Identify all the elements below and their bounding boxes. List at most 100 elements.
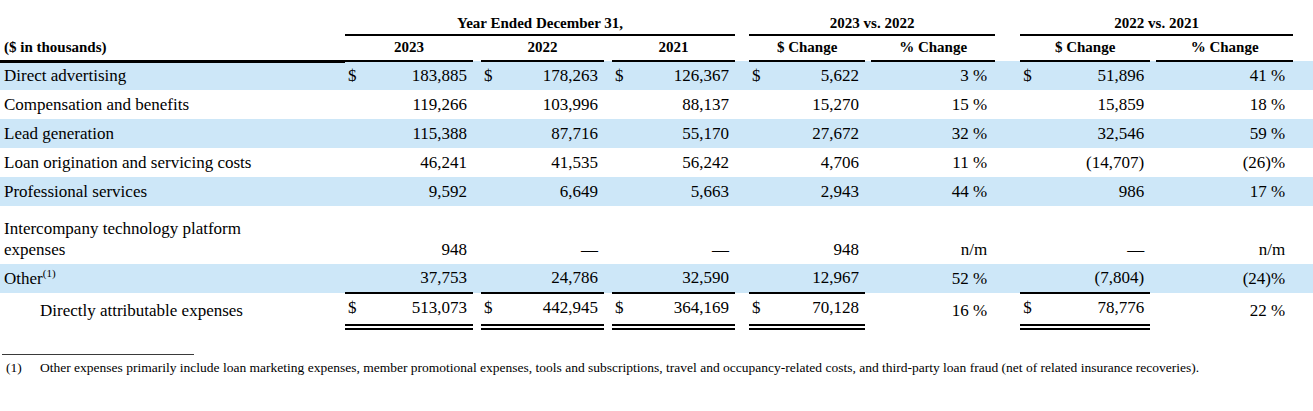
- spacer-cell: [604, 206, 612, 264]
- footnote: (1) Other expenses primarily include loa…: [0, 354, 1313, 377]
- percent-cell: n/m: [1156, 206, 1293, 264]
- spacer-cell: [1293, 148, 1313, 177]
- dollar-sign-cell: $: [612, 293, 632, 327]
- row-label: Other(1): [0, 264, 345, 293]
- value-cell: 986: [1040, 177, 1150, 206]
- row-label: Compensation and benefits: [0, 90, 345, 119]
- spacer-cell: [735, 90, 749, 119]
- spacer-cell: [1293, 61, 1313, 90]
- value-cell: 32,590: [632, 264, 735, 293]
- spacer-cell: [473, 206, 481, 264]
- footnote-divider: [2, 354, 194, 355]
- value-cell: (7,804): [1040, 264, 1150, 293]
- spacer-cell: [735, 293, 749, 327]
- spacer-cell: [1293, 293, 1313, 327]
- dollar-sign-cell: $: [481, 61, 501, 90]
- percent-cell: n/m: [871, 206, 995, 264]
- spacer-cell: [604, 90, 612, 119]
- dollar-sign-cell: [749, 264, 769, 293]
- row-label: Intercompany technology platform expense…: [0, 206, 345, 264]
- percent-cell: 15 %: [871, 90, 995, 119]
- value-cell: 183,885: [365, 61, 473, 90]
- value-cell: 88,137: [632, 90, 735, 119]
- dollar-sign-cell: $: [345, 61, 365, 90]
- dollar-sign-cell: [612, 119, 632, 148]
- spacer-cell: [995, 264, 1020, 293]
- value-cell: 364,169: [632, 293, 735, 327]
- dollar-sign-cell: [1020, 148, 1040, 177]
- value-cell: 103,996: [501, 90, 604, 119]
- value-cell: 6,649: [501, 177, 604, 206]
- dollar-sign-cell: $: [481, 293, 501, 327]
- footnote-text: Other expenses primarily include loan ma…: [40, 359, 1313, 377]
- percent-cell: 11 %: [871, 148, 995, 177]
- percent-cell: (26)%: [1156, 148, 1293, 177]
- spacer-cell: [995, 148, 1020, 177]
- table-row: Lead generation115,38887,71655,17027,672…: [0, 119, 1313, 148]
- percent-cell: 22 %: [1156, 293, 1293, 327]
- value-cell: 9,592: [365, 177, 473, 206]
- spacer-cell: [604, 293, 612, 327]
- value-cell: 41,535: [501, 148, 604, 177]
- table-row: Direct advertising$183,885$178,263$126,3…: [0, 61, 1313, 90]
- column-header-2022: 2022: [481, 35, 604, 61]
- dollar-sign-cell: [612, 90, 632, 119]
- percent-cell: 41 %: [1156, 61, 1293, 90]
- spacer-cell: [995, 119, 1020, 148]
- column-header-percent-change-2: % Change: [1156, 35, 1293, 61]
- group-header-2023-vs-2022: 2023 vs. 2022: [749, 12, 995, 35]
- value-cell: (14,707): [1040, 148, 1150, 177]
- dollar-sign-cell: [612, 148, 632, 177]
- value-cell: 442,945: [501, 293, 604, 327]
- dollar-sign-cell: [481, 90, 501, 119]
- dollar-sign-cell: [1020, 264, 1040, 293]
- value-cell: 70,128: [769, 293, 865, 327]
- dollar-sign-cell: [1020, 206, 1040, 264]
- spacer-cell: [735, 119, 749, 148]
- value-cell: 55,170: [632, 119, 735, 148]
- spacer-cell: [735, 177, 749, 206]
- table-row: Other(1)37,75324,78632,59012,96752 %(7,8…: [0, 264, 1313, 293]
- column-header-dollar-change-2: $ Change: [1020, 35, 1150, 61]
- dollar-sign-cell: [612, 264, 632, 293]
- percent-cell: 3 %: [871, 61, 995, 90]
- value-cell: 513,073: [365, 293, 473, 327]
- row-label: Directly attributable expenses: [0, 293, 345, 327]
- dollar-sign-cell: [481, 264, 501, 293]
- table-row: Loan origination and servicing costs46,2…: [0, 148, 1313, 177]
- spacer-cell: [604, 61, 612, 90]
- group-header-row: Year Ended December 31, 2023 vs. 2022 20…: [0, 12, 1313, 35]
- spacer-cell: [1293, 206, 1313, 264]
- dollar-sign-cell: [481, 119, 501, 148]
- percent-cell: 18 %: [1156, 90, 1293, 119]
- value-cell: 4,706: [769, 148, 865, 177]
- value-cell: 78,776: [1040, 293, 1150, 327]
- value-cell: 2,943: [769, 177, 865, 206]
- spacer-cell: [1293, 90, 1313, 119]
- percent-cell: 52 %: [871, 264, 995, 293]
- dollar-sign-cell: [612, 177, 632, 206]
- spacer-cell: [473, 61, 481, 90]
- spacer-cell: [1293, 119, 1313, 148]
- spacer-cell: [995, 61, 1020, 90]
- column-header-2021: 2021: [612, 35, 735, 61]
- spacer-cell: [735, 148, 749, 177]
- value-cell: 178,263: [501, 61, 604, 90]
- group-header-spacer: [0, 12, 345, 35]
- spacer-cell: [604, 119, 612, 148]
- value-cell: 37,753: [365, 264, 473, 293]
- table-row: Intercompany technology platform expense…: [0, 206, 1313, 264]
- spacer-cell: [735, 61, 749, 90]
- spacer-cell: [735, 206, 749, 264]
- value-cell: 126,367: [632, 61, 735, 90]
- spacer-cell: [473, 293, 481, 327]
- value-cell: 46,241: [365, 148, 473, 177]
- value-cell: 5,622: [769, 61, 865, 90]
- expenses-table: Year Ended December 31, 2023 vs. 2022 20…: [0, 12, 1313, 330]
- value-cell: 56,242: [632, 148, 735, 177]
- table-row: Professional services9,5926,6495,6632,94…: [0, 177, 1313, 206]
- value-cell: 5,663: [632, 177, 735, 206]
- spacer-cell: [473, 177, 481, 206]
- dollar-sign-cell: [749, 119, 769, 148]
- group-header-2022-vs-2021: 2022 vs. 2021: [1020, 12, 1293, 35]
